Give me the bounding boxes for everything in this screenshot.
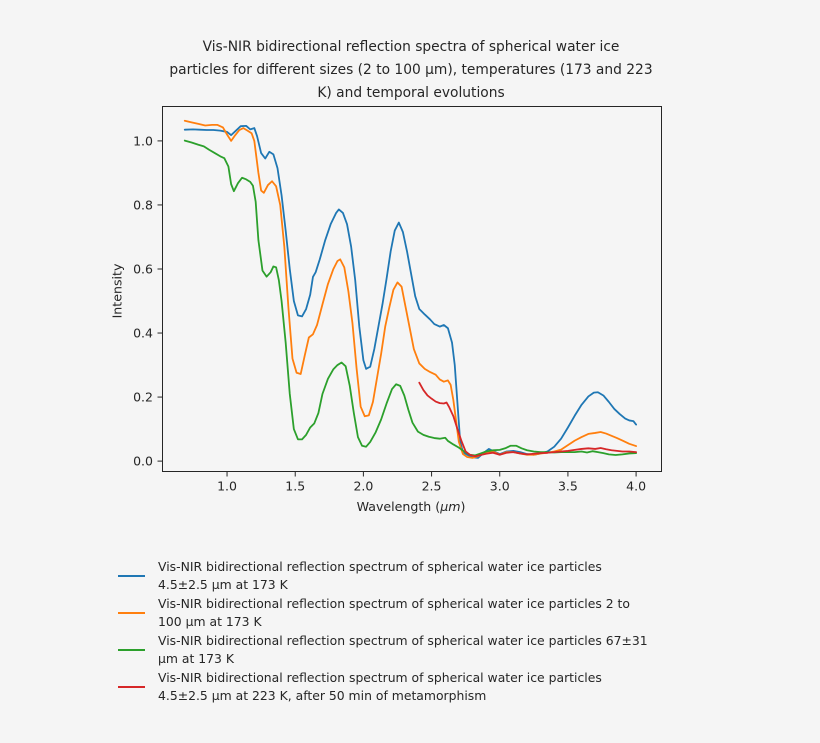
legend-entry-label: Vis-NIR bidirectional reflection spectru… [158,669,602,705]
legend-entry-text: 4.5±2.5 μm at 173 K [158,576,288,592]
legend-line-sample-red [118,685,145,688]
legend-line-sample-orange [118,611,145,614]
y-tick-label: 1.0 [133,133,153,148]
legend: Vis-NIR bidirectional reflection spectru… [118,557,758,705]
legend-entry: Vis-NIR bidirectional reflection spectru… [118,668,758,705]
x-axis-label-unit: μm [440,499,461,514]
legend-entry-text: Vis-NIR bidirectional reflection spectru… [158,632,648,648]
spectrum-line-0 [183,124,637,459]
y-tick-label: 0.6 [133,261,153,276]
legend-entry-label: Vis-NIR bidirectional reflection spectru… [158,595,630,631]
legend-entry: Vis-NIR bidirectional reflection spectru… [118,557,758,594]
x-tick-label: 2.0 [353,479,373,494]
x-tick-label: 3.0 [490,479,510,494]
x-tick-label: 4.0 [626,479,646,494]
spectrum-line-2 [183,139,637,457]
legend-entry-text: Vis-NIR bidirectional reflection spectru… [158,558,602,574]
chart-title-line: Vis-NIR bidirectional reflection spectra… [202,39,620,55]
y-tick-label: 0.4 [133,326,153,341]
y-tick-label: 0.2 [133,390,153,405]
legend-line-sample-blue [118,574,145,577]
chart-title: Vis-NIR bidirectional reflection spectra… [0,36,820,105]
axes-frame [162,106,662,472]
y-tick-label: 0.0 [133,454,153,469]
chart-title-line: K) and temporal evolutions [317,85,505,101]
x-tick-label: 3.5 [558,479,578,494]
legend-entry-text: Vis-NIR bidirectional reflection spectru… [158,669,602,685]
legend-entry: Vis-NIR bidirectional reflection spectru… [118,594,758,631]
y-tick-label: 0.8 [133,197,153,212]
x-tick-label: 1.5 [285,479,305,494]
x-tick-label: 2.5 [422,479,442,494]
x-axis-label: Wavelength (μm) [0,499,820,514]
legend-entry-text: 100 μm at 173 K [158,613,262,629]
legend-line-sample-green [118,648,145,651]
x-axis-label-text: ) [460,499,466,514]
legend-entry: Vis-NIR bidirectional reflection spectru… [118,631,758,668]
spectrum-line-3 [418,381,637,458]
x-axis-label-text: Wavelength ( [356,499,441,514]
legend-entry-label: Vis-NIR bidirectional reflection spectru… [158,632,648,668]
legend-entry-text: 4.5±2.5 μm at 223 K, after 50 min of met… [158,687,487,703]
x-tick-label: 1.0 [217,479,237,494]
legend-entry-text: Vis-NIR bidirectional reflection spectru… [158,595,630,611]
legend-entry-label: Vis-NIR bidirectional reflection spectru… [158,558,602,594]
legend-entry-text: μm at 173 K [158,650,234,666]
chart-title-line: particles for different sizes (2 to 100 … [169,62,653,78]
spectra-plot: 1.0 1.5 2.0 2.5 3.0 3.5 4.0 0.0 0.2 0.4 0.6 0.8 1.0 [133,106,662,494]
y-axis-label: Intensity [109,263,125,319]
spectrum-line-1 [183,119,637,459]
